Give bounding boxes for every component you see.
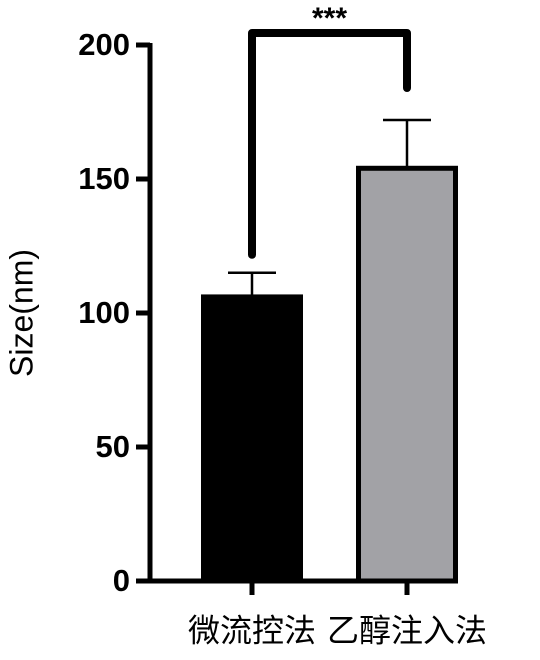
bar <box>356 165 458 584</box>
significance-label: *** <box>312 2 347 35</box>
x-tick-label: 乙醇注入法 <box>327 612 487 648</box>
y-tick-label: 0 <box>113 563 130 598</box>
y-tick-label: 200 <box>78 27 130 62</box>
y-tick-label: 100 <box>78 295 130 330</box>
bar <box>201 294 303 584</box>
x-tick-label: 微流控法 <box>188 612 316 648</box>
y-axis-label: Size(nm) <box>3 249 39 377</box>
y-tick-label: 50 <box>96 429 130 464</box>
significance-bracket <box>248 29 411 259</box>
y-tick-label: 150 <box>78 161 130 196</box>
